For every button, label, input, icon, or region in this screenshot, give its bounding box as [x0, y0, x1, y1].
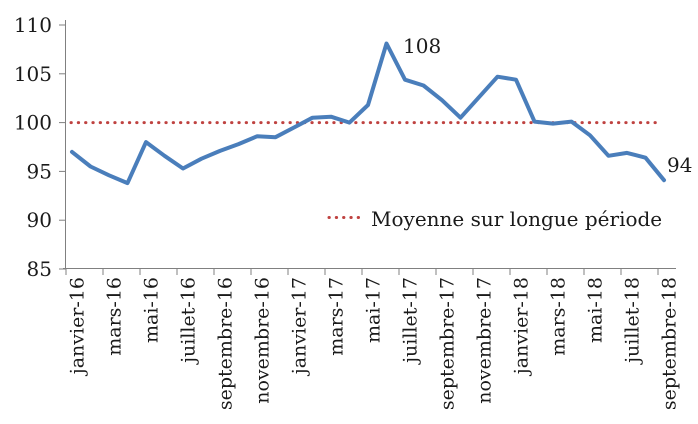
x-tick-label: mars-17 [326, 277, 348, 356]
x-tick-label: janvier-18 [511, 277, 533, 376]
series-line [70, 41, 666, 186]
x-tick-label: septembre-17 [437, 277, 459, 410]
y-tick-label: 105 [14, 62, 52, 86]
x-tick-label: juillet-16 [178, 277, 200, 365]
x-axis-ticks [65, 268, 659, 275]
x-tick-label: mai-18 [585, 277, 607, 343]
y-tick-label: 95 [27, 159, 52, 183]
y-tick-label: 110 [14, 13, 52, 37]
annotations: 108 94 [403, 34, 692, 177]
legend: Moyenne sur longue période [327, 207, 662, 231]
x-axis-labels: janvier-16 mars-16 mai-16 juillet-16 septemb… [67, 277, 681, 410]
x-tick-label: mars-16 [104, 277, 126, 356]
x-tick-label: septembre-18 [659, 277, 681, 410]
y-axis: 110 105 100 95 90 85 [14, 13, 66, 281]
x-tick-label: juillet-18 [622, 277, 644, 365]
x-tick-label: mars-18 [548, 277, 570, 356]
x-tick-label: janvier-17 [289, 277, 311, 376]
x-tick-label: janvier-16 [67, 277, 89, 376]
y-tick-label: 85 [27, 257, 52, 281]
y-tick-label: 90 [27, 208, 52, 232]
y-axis-ticks: 110 105 100 95 90 85 [14, 13, 66, 281]
x-axis: janvier-16 mars-16 mai-16 juillet-16 septemb… [63, 268, 681, 410]
x-tick-label: mai-17 [363, 277, 385, 343]
x-tick-label: novembre-17 [474, 277, 496, 404]
annotation-last: 94 [667, 153, 692, 177]
legend-label: Moyenne sur longue période [371, 207, 662, 231]
x-tick-label: juillet-17 [400, 277, 422, 365]
x-tick-label: mai-16 [141, 277, 163, 343]
x-tick-label: novembre-16 [252, 277, 274, 404]
x-tick-label: septembre-16 [215, 277, 237, 410]
y-tick-label: 100 [14, 111, 52, 135]
annotation-peak: 108 [403, 34, 441, 58]
